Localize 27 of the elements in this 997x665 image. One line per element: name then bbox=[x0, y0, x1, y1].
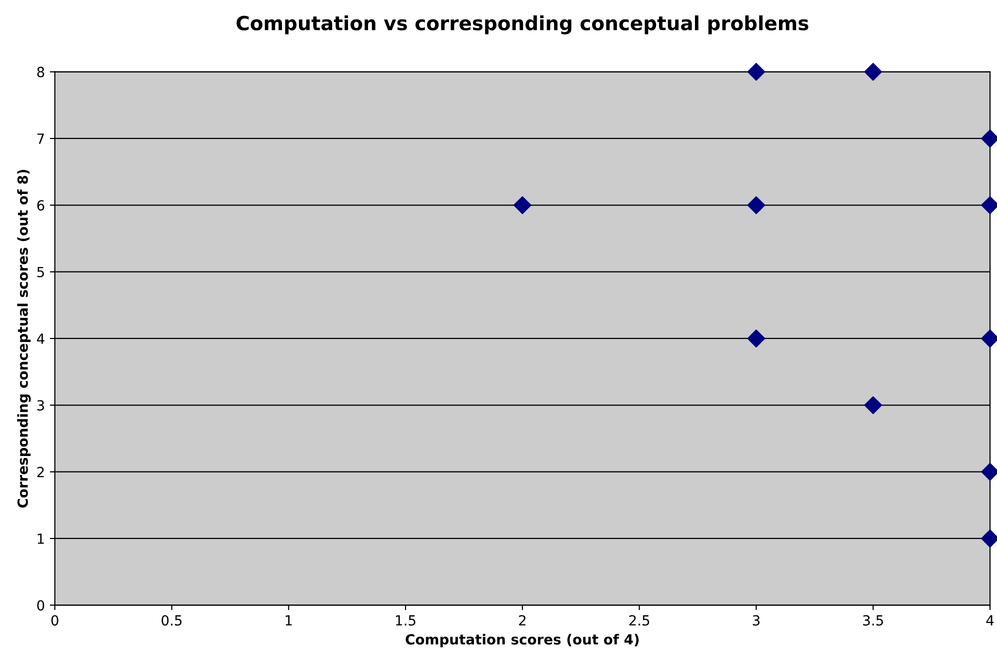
y-tick-label: 8 bbox=[37, 66, 44, 78]
x-tick-label: 1.5 bbox=[396, 615, 416, 626]
x-tick-label: 4 bbox=[986, 615, 994, 626]
x-tick-label: 2.5 bbox=[629, 615, 650, 626]
x-tick-label: 1 bbox=[286, 615, 292, 626]
point bbox=[747, 196, 766, 214]
point bbox=[864, 396, 882, 414]
x-tick-label: 0.5 bbox=[162, 615, 182, 626]
y-tick-label: 7 bbox=[37, 134, 44, 144]
point bbox=[864, 62, 882, 81]
y-tick-label: 1 bbox=[38, 534, 44, 544]
y-tick-label: 6 bbox=[37, 200, 44, 211]
y-tick-label: 5 bbox=[37, 266, 44, 278]
point bbox=[747, 330, 766, 348]
point bbox=[747, 62, 766, 81]
point bbox=[514, 196, 532, 214]
y-tick-label: 0 bbox=[37, 600, 44, 611]
chart-title: Computation vs corresponding conceptual problems bbox=[236, 15, 808, 34]
x-tick-label: 2 bbox=[519, 615, 526, 626]
y-tick-label: 2 bbox=[37, 466, 44, 478]
y-tick-label: 3 bbox=[37, 400, 44, 411]
x-tick-label: 3 bbox=[752, 615, 760, 626]
y-axis-title: Corresponding conceptual scores (out of 8) bbox=[17, 170, 31, 508]
x-tick-label: 3.5 bbox=[863, 615, 883, 626]
x-tick-label: 0 bbox=[51, 615, 58, 626]
x-axis-title: Computation scores (out of 4) bbox=[406, 634, 639, 648]
y-tick-label: 4 bbox=[36, 334, 44, 344]
